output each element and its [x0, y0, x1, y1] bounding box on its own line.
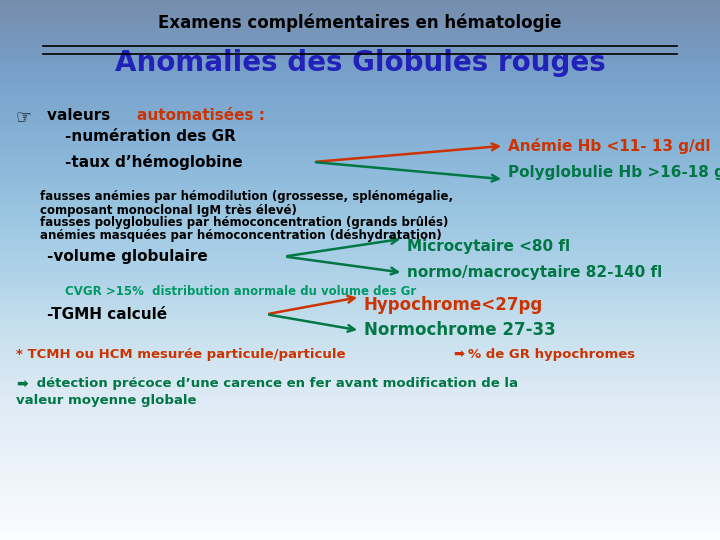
Text: Polyglobulie Hb >16-18 g/dl: Polyglobulie Hb >16-18 g/dl [508, 165, 720, 180]
Text: Anémie Hb <11- 13 g/dl: Anémie Hb <11- 13 g/dl [508, 138, 710, 154]
Text: -TGMH calculé: -TGMH calculé [47, 307, 167, 322]
Text: Normochrome 27-33: Normochrome 27-33 [364, 321, 555, 339]
Text: Microcytaire <80 fl: Microcytaire <80 fl [407, 239, 570, 254]
Text: normo/macrocytaire 82-140 fl: normo/macrocytaire 82-140 fl [407, 265, 662, 280]
Text: ➡: ➡ [16, 377, 27, 391]
Text: composant monoclonal IgM très élevé): composant monoclonal IgM très élevé) [40, 204, 297, 217]
Text: détection précoce d’une carence en fer avant modification de la: détection précoce d’une carence en fer a… [32, 377, 518, 390]
Text: valeur moyenne globale: valeur moyenne globale [16, 394, 197, 407]
Text: Hypochrome<27pg: Hypochrome<27pg [364, 296, 543, 314]
Text: CVGR >15%  distribution anormale du volume des Gr: CVGR >15% distribution anormale du volum… [65, 285, 416, 298]
Text: * TCMH ou HCM mesurée particule/particule: * TCMH ou HCM mesurée particule/particul… [16, 348, 350, 361]
Text: valeurs: valeurs [47, 108, 115, 123]
Text: ➡: ➡ [454, 348, 464, 361]
Text: anémies masquées par hémoconcentration (déshydratation): anémies masquées par hémoconcentration (… [40, 229, 441, 242]
Text: Anomalies des Globules rouges: Anomalies des Globules rouges [114, 49, 606, 77]
Text: automatisées :: automatisées : [137, 108, 265, 123]
Text: -volume globulaire: -volume globulaire [47, 249, 207, 265]
Text: -taux d’hémoglobine: -taux d’hémoglobine [65, 154, 243, 171]
Text: ☞: ☞ [16, 108, 32, 126]
Text: fausses polyglobulies par hémoconcentration (grands brûlés): fausses polyglobulies par hémoconcentrat… [40, 216, 448, 229]
Text: % de GR hypochromes: % de GR hypochromes [468, 348, 635, 361]
Text: fausses anémies par hémodilution (grossesse, splénomégalie,: fausses anémies par hémodilution (grosse… [40, 190, 453, 203]
Text: -numération des GR: -numération des GR [65, 129, 235, 144]
Text: Examens complémentaires en hématologie: Examens complémentaires en hématologie [158, 14, 562, 32]
